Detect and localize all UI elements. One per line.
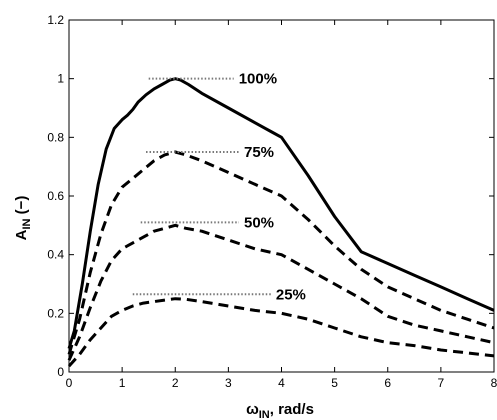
x-axis-label: ωIN, rad/s <box>246 401 314 420</box>
x-tick-label: 5 <box>331 376 338 390</box>
x-tick-label: 0 <box>66 376 73 390</box>
x-tick-label: 3 <box>225 376 232 390</box>
y-tick-label: 0.4 <box>47 248 64 262</box>
x-tick-label: 7 <box>438 376 445 390</box>
y-tick-label: 0.2 <box>47 306 64 320</box>
ticks: 0 1 2 3 4 5 6 7 8 0 0.2 0.4 0.6 0.8 1 1.2 <box>47 13 497 390</box>
series-line-1 <box>67 77 495 349</box>
x-tick-label: 1 <box>119 376 126 390</box>
y-axis-label: AIN (−) <box>13 196 33 241</box>
y-axis-label-suffix: (−) <box>13 196 30 219</box>
y-axis-label-main: A <box>13 229 30 240</box>
annotation-label: 100% <box>239 71 277 88</box>
y-tick-label: 1 <box>57 72 64 86</box>
annotation-label: 25% <box>276 286 306 303</box>
series-line-3 <box>67 223 495 361</box>
y-axis-label-sub: IN <box>21 218 33 229</box>
annotation-label: 75% <box>244 144 274 161</box>
y-tick-label: 1.2 <box>47 13 64 27</box>
y-tick-label: 0.8 <box>47 130 64 144</box>
series-layer <box>67 77 495 368</box>
x-tick-label: 6 <box>384 376 391 390</box>
y-tick-label: 0.6 <box>47 189 64 203</box>
series-line-2 <box>67 150 495 355</box>
series-line-4 <box>67 297 495 368</box>
y-tick-label: 0 <box>57 365 64 379</box>
x-axis-label-sub: IN <box>259 409 270 420</box>
x-axis-label-main: ω <box>246 401 259 418</box>
annotation-layer: 100% 75% 50% 25% <box>132 71 306 303</box>
x-tick-label: 2 <box>172 376 179 390</box>
x-axis-label-suffix: , rad/s <box>270 401 314 418</box>
annotation-label: 50% <box>244 214 274 231</box>
x-tick-label: 4 <box>278 376 285 390</box>
x-tick-label: 8 <box>491 376 497 390</box>
